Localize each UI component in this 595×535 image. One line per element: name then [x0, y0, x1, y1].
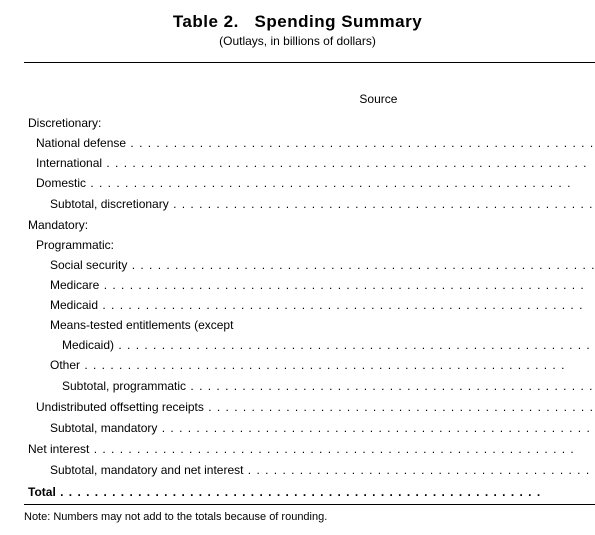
row-label: Total — [28, 485, 541, 499]
row-label: Domestic — [36, 176, 571, 190]
subtotal-row: Subtotal, mandatory 8098729259751,0261,0… — [24, 417, 595, 439]
table-row: Domestic 258269281285285285287 — [24, 173, 595, 194]
col-source: Source — [24, 63, 595, 110]
table-row: National defense 272265267270271273289 — [24, 133, 595, 153]
table-row: Undistributed offsetting receipts –50–46… — [24, 397, 595, 418]
table-row: Means-tested entitlements (except — [24, 315, 595, 335]
section-header: Mandatory: — [24, 215, 595, 235]
row-label: International — [36, 156, 587, 170]
spending-summary-table: Table 2. Spending Summary (Outlays, in b… — [0, 0, 595, 535]
row-label: Subtotal, mandatory and net interest — [50, 463, 595, 477]
table-row: Other 115141151165172175185 — [24, 355, 595, 376]
row-label: Medicaid — [50, 298, 583, 312]
table-row: Medicaid 96101108115123133143 — [24, 295, 595, 315]
table-title: Table 2. Spending Summary — [24, 12, 571, 32]
title-prefix: Table 2. — [173, 12, 239, 31]
section-header: Discretionary: — [24, 110, 595, 133]
total-row: Total 1,6011,6681,7331,7851,8341,8601,94… — [24, 481, 595, 504]
table-row: Medicare 187195205214230232253 — [24, 275, 595, 295]
row-label: Subtotal, mandatory — [50, 421, 595, 435]
row-label: Other — [50, 358, 565, 372]
row-label: Subtotal, programmatic — [62, 379, 595, 393]
subtotal-row: Subtotal, programmatic 8599199681,0211,0… — [24, 375, 595, 397]
row-label: Medicare — [50, 278, 585, 292]
title-main: Spending Summary — [255, 12, 423, 31]
data-table: Source 1997 Actual Estimate 1998 1999 20… — [24, 62, 595, 505]
table-row: Medicaid) 98104112117121124129 — [24, 335, 595, 355]
row-label: Subtotal, discretionary — [50, 197, 595, 211]
row-label: Undistributed offsetting receipts — [36, 400, 595, 414]
row-label: Means-tested entitlements (except — [24, 315, 595, 335]
row-label: Medicaid) — [62, 338, 595, 352]
row-label: National defense — [36, 136, 595, 150]
subtotal-row: Subtotal, mandatory and net interest 1,0… — [24, 459, 595, 481]
section-subheader: Programmatic: — [24, 235, 595, 255]
table-note: Note: Numbers may not add to the totals … — [24, 511, 571, 523]
table-row: Net interest 244243242236234227221 — [24, 439, 595, 460]
row-label: Net interest — [28, 442, 575, 456]
row-label: Social security — [50, 258, 595, 272]
table-row: Social security 362378393409427447468 — [24, 255, 595, 275]
table-subtitle: (Outlays, in billions of dollars) — [24, 34, 571, 48]
subtotal-row: Subtotal, discretionary 5485535665745755… — [24, 193, 595, 215]
table-row: International 19191919191919 — [24, 153, 595, 173]
